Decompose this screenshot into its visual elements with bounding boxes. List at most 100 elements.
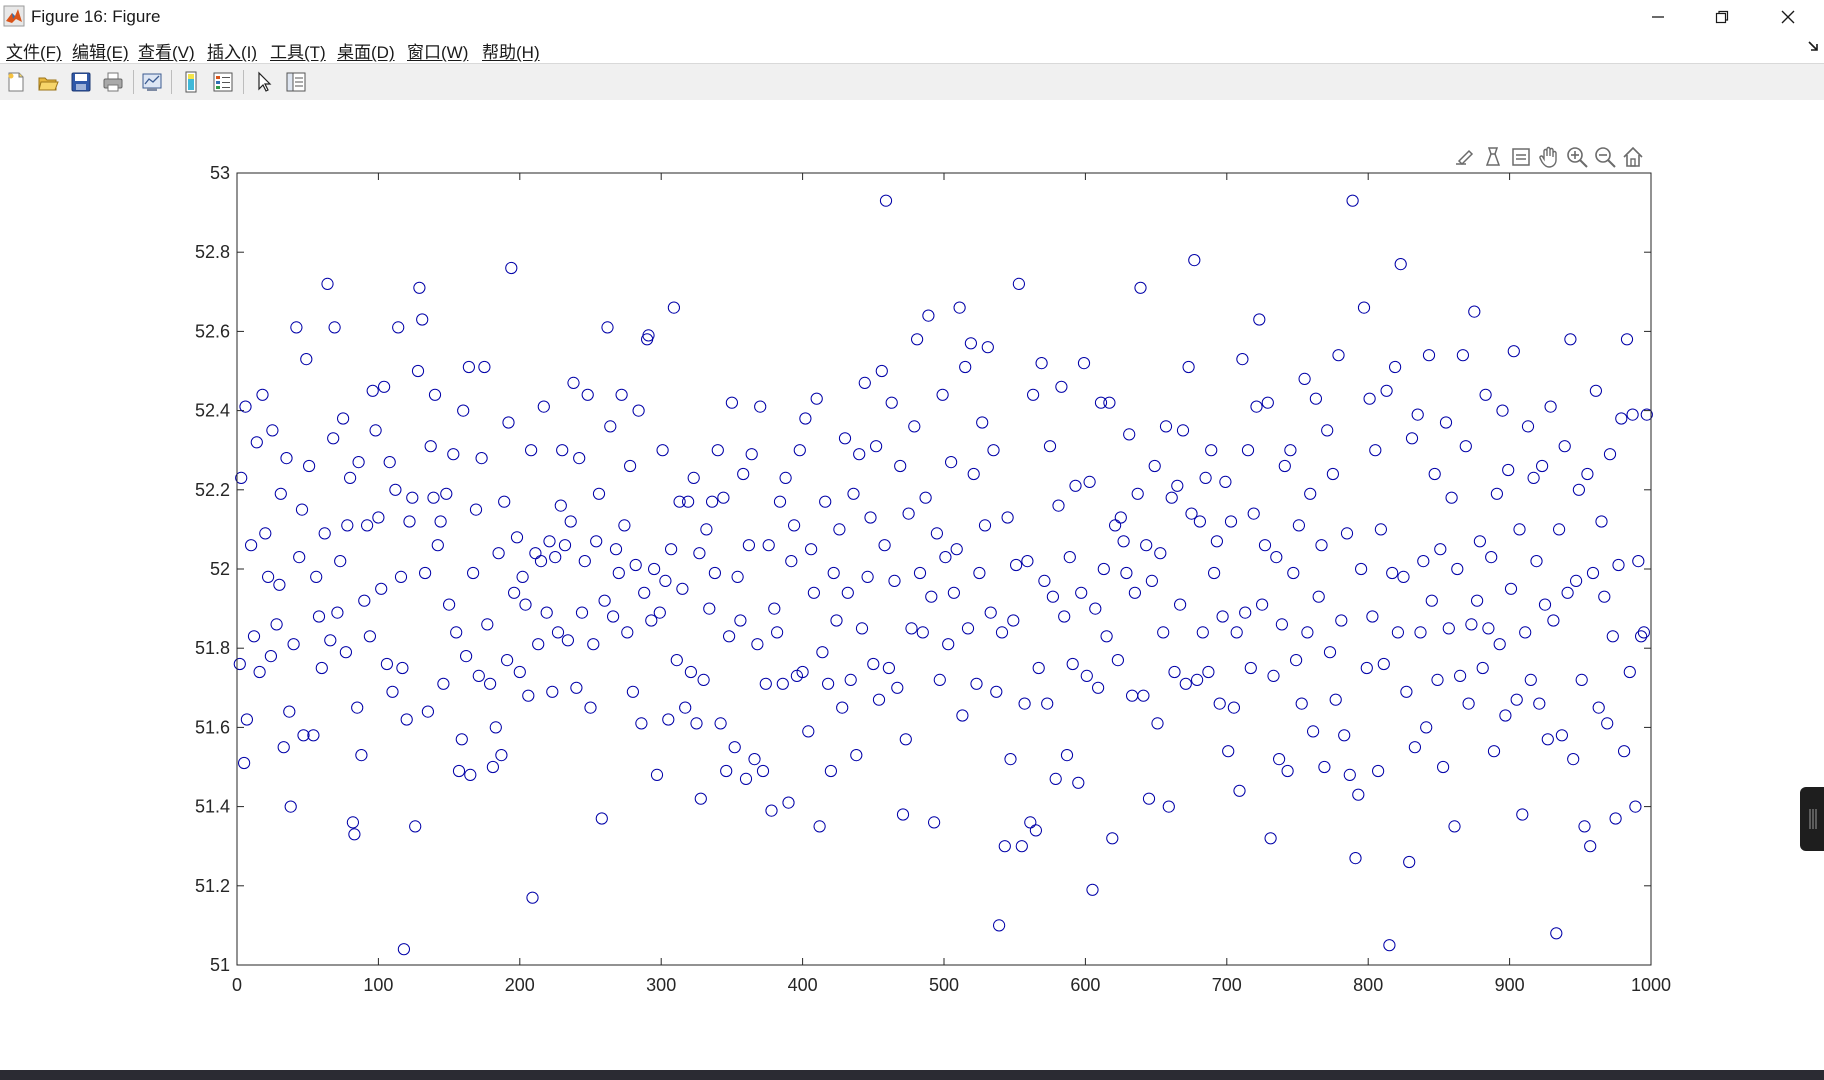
data-point <box>1592 701 1605 714</box>
insert-legend-button[interactable] <box>211 70 235 94</box>
data-point <box>1329 693 1342 706</box>
restore-button[interactable] <box>1690 0 1754 33</box>
data-point <box>1094 396 1108 409</box>
data-point <box>1439 416 1453 429</box>
data-point <box>810 392 823 405</box>
data-point <box>266 424 279 437</box>
data-point <box>416 313 429 326</box>
data-point <box>406 491 419 504</box>
data-point <box>1383 939 1396 952</box>
data-point <box>413 281 426 294</box>
data-point <box>1267 669 1280 683</box>
menu-view[interactable]: 查看(V) <box>138 43 195 62</box>
data-point <box>773 495 787 508</box>
data-point <box>1533 697 1546 710</box>
data-point <box>638 586 651 599</box>
data-point <box>280 452 293 465</box>
save-button[interactable] <box>69 70 93 94</box>
data-point <box>598 594 611 607</box>
menu-tools[interactable]: 工具(T) <box>270 43 326 62</box>
data-point <box>875 364 888 378</box>
side-panel-handle[interactable] <box>1800 787 1824 851</box>
grip-icon <box>1809 809 1817 829</box>
menu-help[interactable]: 帮助(H) <box>482 43 540 62</box>
data-point <box>383 456 396 469</box>
data-point <box>270 618 283 631</box>
pan-button[interactable] <box>1536 144 1562 170</box>
menu-edit[interactable]: 编辑(E) <box>72 43 129 62</box>
data-point <box>867 657 880 671</box>
menu-window[interactable]: 窗口(W) <box>407 43 469 62</box>
data-point <box>526 891 539 904</box>
open-file-button[interactable] <box>36 70 60 94</box>
data-point <box>793 444 806 457</box>
data-point <box>1499 709 1512 722</box>
data-tips-button[interactable] <box>1480 144 1506 170</box>
data-point <box>554 499 567 512</box>
insert-colorbar-button[interactable] <box>179 70 203 94</box>
data-point <box>372 511 385 524</box>
data-point <box>930 527 944 540</box>
home-button[interactable] <box>1620 144 1646 170</box>
restore-view-button[interactable] <box>1508 144 1534 170</box>
data-point <box>558 539 572 552</box>
data-point <box>1431 673 1444 687</box>
brush-button[interactable] <box>1452 144 1478 170</box>
data-point <box>290 321 303 334</box>
data-point <box>796 665 809 679</box>
axes-background <box>237 173 1651 965</box>
data-point <box>1332 349 1345 362</box>
data-point <box>310 570 323 583</box>
x-tick-label: 900 <box>1495 975 1525 995</box>
data-point <box>933 673 946 687</box>
link-plot-button[interactable] <box>140 70 164 94</box>
menu-insert[interactable]: 插入(I) <box>207 43 258 62</box>
data-point <box>1408 741 1422 754</box>
zoom-out-button[interactable] <box>1592 144 1618 170</box>
data-point <box>737 467 750 481</box>
property-inspector-button[interactable] <box>284 70 308 94</box>
data-point <box>464 768 477 782</box>
insert-legend-icon <box>213 72 233 92</box>
data-point <box>1620 333 1634 346</box>
data-point <box>556 444 569 457</box>
menu-file[interactable]: 文件(F) <box>6 43 62 62</box>
close-button[interactable] <box>1756 0 1820 33</box>
dock-arrow-icon[interactable] <box>1806 39 1820 53</box>
data-point <box>970 677 983 690</box>
data-point <box>1581 467 1594 481</box>
data-point <box>1507 345 1520 358</box>
data-point <box>858 376 871 389</box>
data-point <box>734 614 747 627</box>
new-figure-button[interactable] <box>4 70 28 94</box>
print-button[interactable] <box>101 70 125 94</box>
data-point <box>1374 523 1388 536</box>
data-point <box>708 566 722 580</box>
data-point <box>756 764 770 778</box>
data-point <box>964 337 978 350</box>
data-point <box>987 444 1000 457</box>
data-point <box>358 594 371 607</box>
data-point <box>1451 562 1464 576</box>
data-point <box>785 555 798 568</box>
data-point <box>822 677 835 690</box>
data-point <box>1318 760 1331 774</box>
data-point <box>519 598 532 611</box>
data-point <box>928 816 941 829</box>
data-point <box>1355 562 1368 576</box>
figure-canvas[interactable]: 0 100 200 300 400 500 600 700 800 900 1000 51 51.2 51… <box>0 100 1824 1070</box>
data-point <box>1063 551 1076 564</box>
data-point <box>1182 360 1195 374</box>
data-point <box>850 749 863 762</box>
zoom-in-button[interactable] <box>1564 144 1590 170</box>
edit-plot-button[interactable] <box>252 70 276 94</box>
minimize-button[interactable] <box>1626 0 1690 33</box>
data-point <box>1041 697 1054 710</box>
data-point <box>1230 626 1243 639</box>
data-point <box>819 495 832 508</box>
data-point <box>1202 665 1215 679</box>
menu-desktop[interactable]: 桌面(D) <box>337 43 395 62</box>
data-point <box>1256 598 1269 611</box>
data-point <box>925 590 938 603</box>
data-point <box>341 519 354 532</box>
